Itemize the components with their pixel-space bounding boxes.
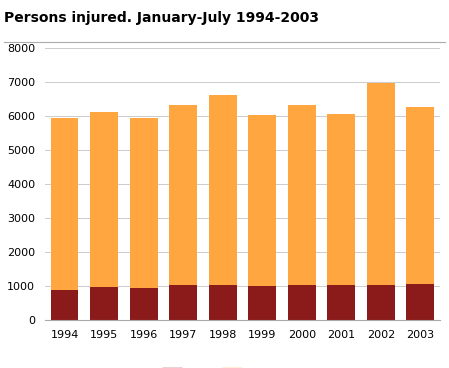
Bar (130, 118, 158, 288)
Bar (248, 286, 276, 320)
Bar (90, 112, 118, 287)
Bar (90, 287, 118, 320)
Bar (169, 105, 197, 286)
Bar (406, 107, 434, 284)
Legend: July, January-June: July, January-June (158, 364, 327, 368)
Bar (367, 83, 395, 285)
Bar (288, 285, 316, 320)
Bar (406, 284, 434, 320)
Bar (209, 285, 237, 320)
Bar (51, 290, 79, 320)
Text: Persons injured. January-July 1994-2003: Persons injured. January-July 1994-2003 (4, 11, 320, 25)
Bar (327, 286, 355, 320)
Bar (169, 286, 197, 320)
Bar (130, 288, 158, 320)
Bar (327, 114, 355, 286)
Bar (51, 118, 79, 290)
Bar (209, 95, 237, 285)
Bar (248, 115, 276, 286)
Bar (288, 105, 316, 285)
Bar (367, 285, 395, 320)
